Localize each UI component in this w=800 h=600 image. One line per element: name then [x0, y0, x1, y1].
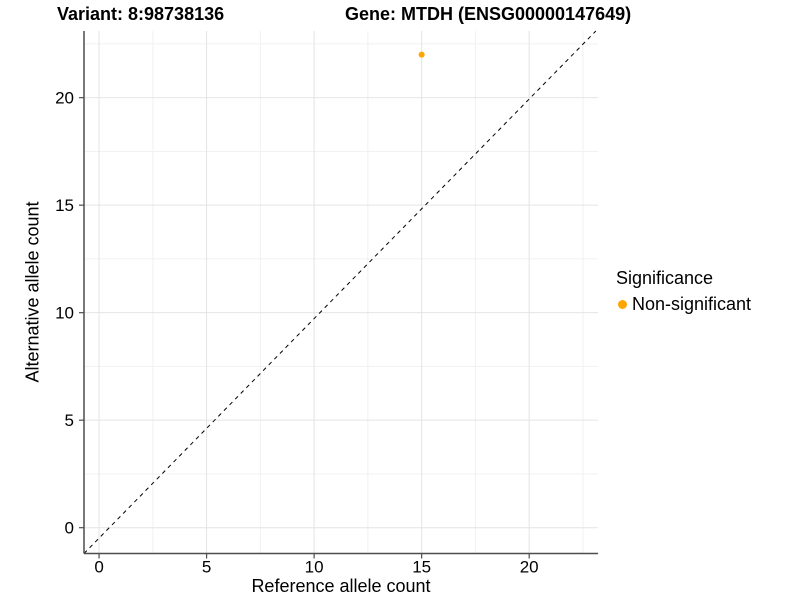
legend-key-dot-icon: [618, 300, 627, 309]
y-tick-label: 20: [55, 89, 74, 108]
gene-title: Gene: MTDH (ENSG00000147649): [345, 4, 632, 24]
x-tick-label: 20: [520, 558, 539, 577]
x-tick-label: 10: [305, 558, 324, 577]
data-point: [418, 51, 425, 58]
x-tick-label: 5: [202, 558, 211, 577]
y-axis-title: Alternative allele count: [22, 201, 43, 383]
legend-item: Non-significant: [616, 294, 751, 315]
x-axis-title: Reference allele count: [251, 576, 431, 596]
legend: Significance Non-significant: [616, 268, 751, 315]
y-tick-label: 15: [55, 196, 74, 215]
identity-dashed-line: [83, 30, 597, 554]
y-tick-label: 5: [65, 411, 74, 430]
legend-title: Significance: [616, 268, 714, 288]
y-tick-label: 0: [65, 519, 74, 538]
legend-item-label: Non-significant: [632, 294, 752, 314]
x-tick-label: 15: [412, 558, 431, 577]
legend-items: Non-significant: [616, 294, 751, 315]
variant-title: Variant: 8:98738136: [57, 4, 225, 24]
y-tick-label: 10: [55, 304, 74, 323]
x-tick-label: 0: [94, 558, 103, 577]
